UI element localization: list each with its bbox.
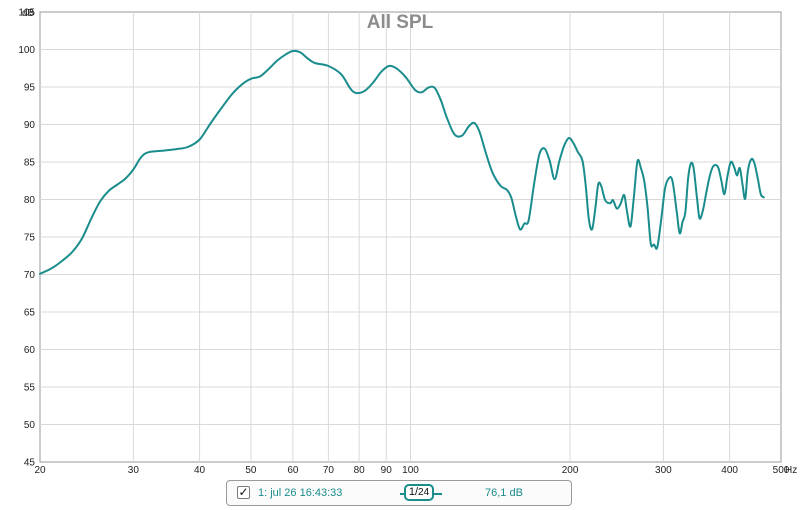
y-tick-label: 70 (24, 270, 36, 281)
cursor-value-readout: 76,1 dB (485, 487, 523, 499)
spl-plot[interactable]: 45 50 55 60 65 70 75 80 85 90 95 100 105 20 30 40 50 60 7… (0, 0, 800, 478)
x-tick-label: 60 (287, 465, 299, 476)
y-tick-label: 95 (24, 83, 36, 94)
x-tick-label: 200 (562, 465, 579, 476)
series-name[interactable]: 1: jul 26 16:43:33 (258, 487, 343, 499)
chart-title: All SPL (367, 12, 434, 33)
y-tick-label: 50 (24, 420, 36, 431)
y-tick-label: 55 (24, 383, 36, 394)
x-tick-label: 80 (354, 465, 366, 476)
y-tick-label: 65 (24, 308, 36, 319)
x-tick-label: 90 (381, 465, 393, 476)
y-axis-unit-label: dB (22, 8, 35, 19)
y-tick-label: 100 (18, 45, 35, 56)
y-tick-label: 60 (24, 345, 36, 356)
x-tick-label: 20 (34, 465, 46, 476)
x-tick-label: 40 (194, 465, 206, 476)
x-axis-unit-label: Hz (785, 465, 797, 476)
y-tick-labels: 45 50 55 60 65 70 75 80 85 90 95 100 105 (18, 8, 35, 469)
x-tick-label: 500 (773, 465, 790, 476)
x-tick-label: 50 (245, 465, 257, 476)
grid-lines (40, 12, 781, 462)
x-tick-label: 70 (323, 465, 335, 476)
series-checkbox[interactable]: ✓ (237, 485, 250, 499)
smoothing-selector[interactable]: 1/24 (404, 484, 434, 501)
legend-panel: ✓ 1: jul 26 16:43:33 1/24 76,1 dB (226, 480, 572, 506)
x-tick-label: 300 (655, 465, 672, 476)
x-tick-label: 100 (402, 465, 419, 476)
smoothing-numerator: 1 (408, 486, 415, 498)
x-tick-labels: 20 30 40 50 60 70 80 90 100 200 300 400 500 (34, 465, 789, 476)
y-tick-label: 85 (24, 158, 36, 169)
y-tick-label: 80 (24, 195, 36, 206)
y-tick-label: 105 (18, 8, 35, 19)
y-tick-label: 45 (24, 458, 36, 469)
x-tick-label: 30 (128, 465, 140, 476)
smoothing-denominator: 24 (418, 487, 430, 498)
spl-curve (39, 49, 765, 275)
y-tick-label: 90 (24, 120, 36, 131)
y-tick-label: 75 (24, 233, 36, 244)
x-tick-label: 400 (721, 465, 738, 476)
